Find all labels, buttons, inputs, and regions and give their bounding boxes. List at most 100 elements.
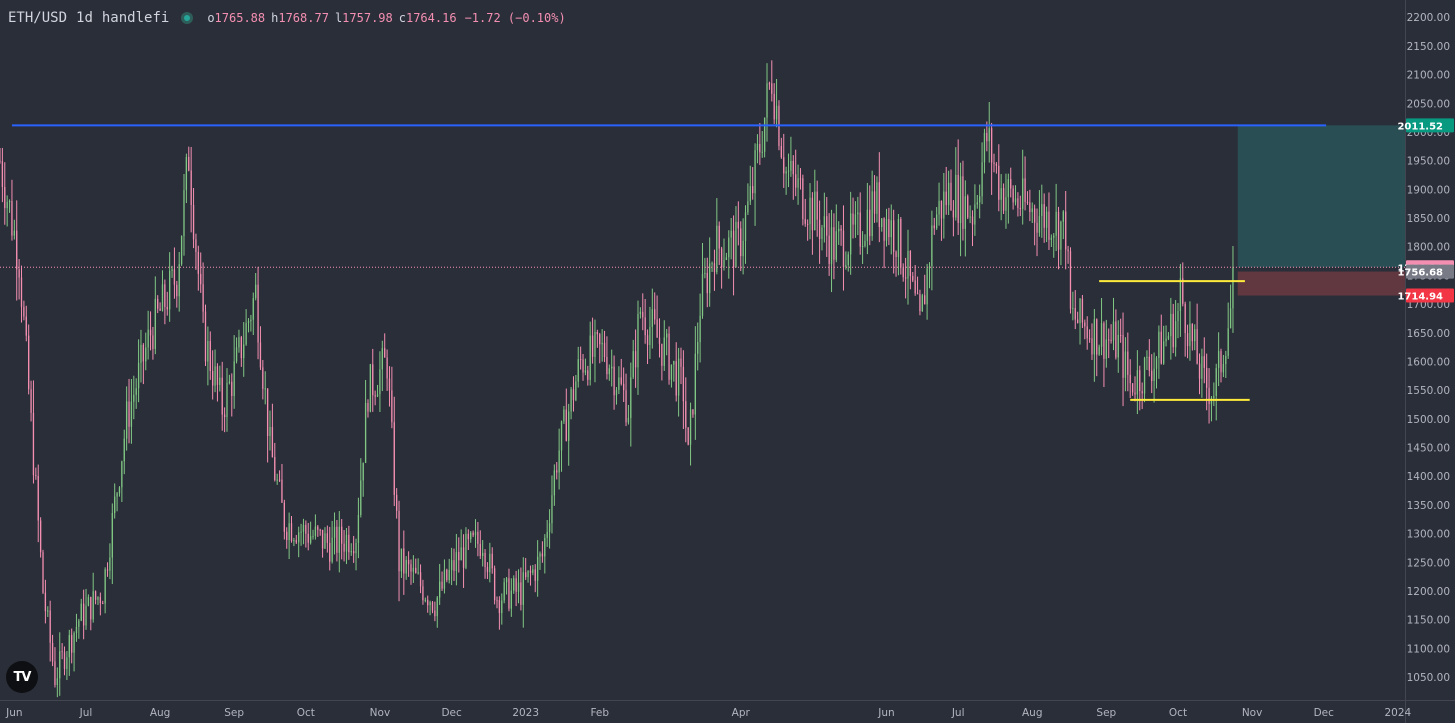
- candle-body: [575, 381, 577, 401]
- candle-body: [80, 603, 82, 621]
- candle-body: [864, 241, 866, 246]
- candle-body: [312, 536, 314, 538]
- candle-body: [221, 377, 223, 415]
- candle-body: [1081, 298, 1084, 323]
- candle-body: [1043, 204, 1045, 228]
- price-axis-pane[interactable]: [1405, 0, 1455, 700]
- candle-body: [434, 610, 436, 617]
- low-value: l1757.98: [334, 11, 393, 25]
- symbol-legend[interactable]: ETH/USD 1d handlefi o1765.88 h1768.77 l1…: [8, 8, 566, 28]
- candle-body: [1055, 211, 1057, 236]
- candle-body: [68, 635, 70, 658]
- candle-body: [247, 321, 250, 323]
- candle-body: [620, 377, 622, 384]
- candle-body: [728, 237, 730, 258]
- stop-zone[interactable]: [1237, 271, 1405, 296]
- candle-body: [1136, 370, 1139, 395]
- candle-body: [835, 231, 837, 260]
- candle-body: [75, 626, 78, 634]
- candle-body: [1148, 356, 1150, 371]
- candle-body: [976, 202, 978, 205]
- symbol-name[interactable]: ETH/USD: [8, 10, 68, 26]
- candle-body: [1012, 188, 1014, 203]
- candle-body: [572, 389, 575, 401]
- candle-body: [307, 533, 309, 543]
- candle-body: [928, 266, 931, 269]
- candle-body: [269, 426, 271, 436]
- candle-body: [568, 411, 570, 441]
- candle-body: [907, 250, 909, 279]
- candle-body: [947, 182, 950, 206]
- candle-body: [529, 570, 532, 573]
- candle-body: [381, 348, 383, 370]
- price-tick-label: 2050.00: [1407, 98, 1450, 110]
- candle-body: [171, 269, 173, 271]
- candle-body: [1010, 179, 1012, 189]
- price-axis[interactable]: 1050.00 1100.00 1150.00 1200.00 1250.00 1300.…: [1405, 0, 1455, 723]
- candle-body: [0, 160, 1, 162]
- candle-body: [465, 533, 467, 568]
- interval-label[interactable]: 1d: [76, 10, 93, 26]
- candle-body: [37, 476, 39, 521]
- price-tick-label: 1100.00: [1407, 643, 1450, 655]
- candle-body: [1048, 211, 1050, 240]
- candle-body: [823, 216, 826, 228]
- candle-body: [286, 531, 288, 541]
- time-tick-label: Jun: [877, 707, 894, 719]
- candle-body: [18, 269, 20, 278]
- time-tick-label: Oct: [297, 707, 315, 719]
- candle-body: [520, 582, 522, 605]
- candle-body: [1026, 201, 1029, 203]
- candle-body: [630, 377, 632, 418]
- candle-body: [1069, 251, 1072, 309]
- candle-body: [1196, 329, 1198, 364]
- candle-body: [410, 564, 412, 572]
- candle-body: [6, 202, 8, 209]
- candle-body: [950, 182, 952, 211]
- time-tick-label: Sep: [1096, 707, 1116, 719]
- candle-body: [1186, 333, 1189, 347]
- price-tick-label: 1350.00: [1407, 500, 1450, 512]
- candle-body: [376, 394, 379, 397]
- candle-body: [933, 225, 935, 229]
- time-tick-label: Jun: [5, 707, 22, 719]
- candle-body: [785, 171, 787, 174]
- candle-body: [1174, 321, 1177, 348]
- candle-body: [1227, 328, 1229, 357]
- candle-body: [422, 586, 424, 601]
- candle-body: [216, 366, 219, 385]
- candle-body: [1210, 398, 1213, 405]
- candle-body: [804, 219, 806, 224]
- candle-body: [945, 191, 947, 206]
- candle-body: [742, 240, 744, 257]
- trend-drawings[interactable]: [0, 124, 1405, 401]
- candle-body: [668, 333, 670, 380]
- candle-body: [730, 230, 732, 238]
- candle-body: [63, 652, 66, 669]
- candle-body: [986, 132, 988, 142]
- candle-body: [1198, 363, 1201, 379]
- candle-body: [673, 361, 675, 365]
- candle-body: [319, 529, 321, 531]
- candle-body: [1179, 278, 1182, 312]
- candle-body: [419, 572, 422, 587]
- candle-body: [1067, 249, 1069, 252]
- candle-body: [111, 513, 113, 558]
- tradingview-logo-icon[interactable]: TV: [6, 661, 38, 693]
- candle-body: [259, 342, 262, 368]
- candle-body: [990, 128, 993, 163]
- candle-body: [168, 270, 171, 310]
- candle-body: [878, 182, 880, 228]
- time-axis[interactable]: Jun Jul Aug Sep Oct Nov Dec 2023 Feb Apr Jun Jul Aug…: [0, 700, 1455, 720]
- candle-body: [584, 370, 587, 373]
- target-zone[interactable]: [1237, 125, 1405, 268]
- candle-body: [692, 409, 694, 415]
- candle-body: [1098, 346, 1100, 355]
- candle-body: [716, 225, 718, 272]
- time-tick-label: 2024: [1384, 707, 1411, 719]
- candle-body: [553, 470, 556, 496]
- candle-body: [1225, 356, 1227, 365]
- candle-body: [293, 540, 295, 542]
